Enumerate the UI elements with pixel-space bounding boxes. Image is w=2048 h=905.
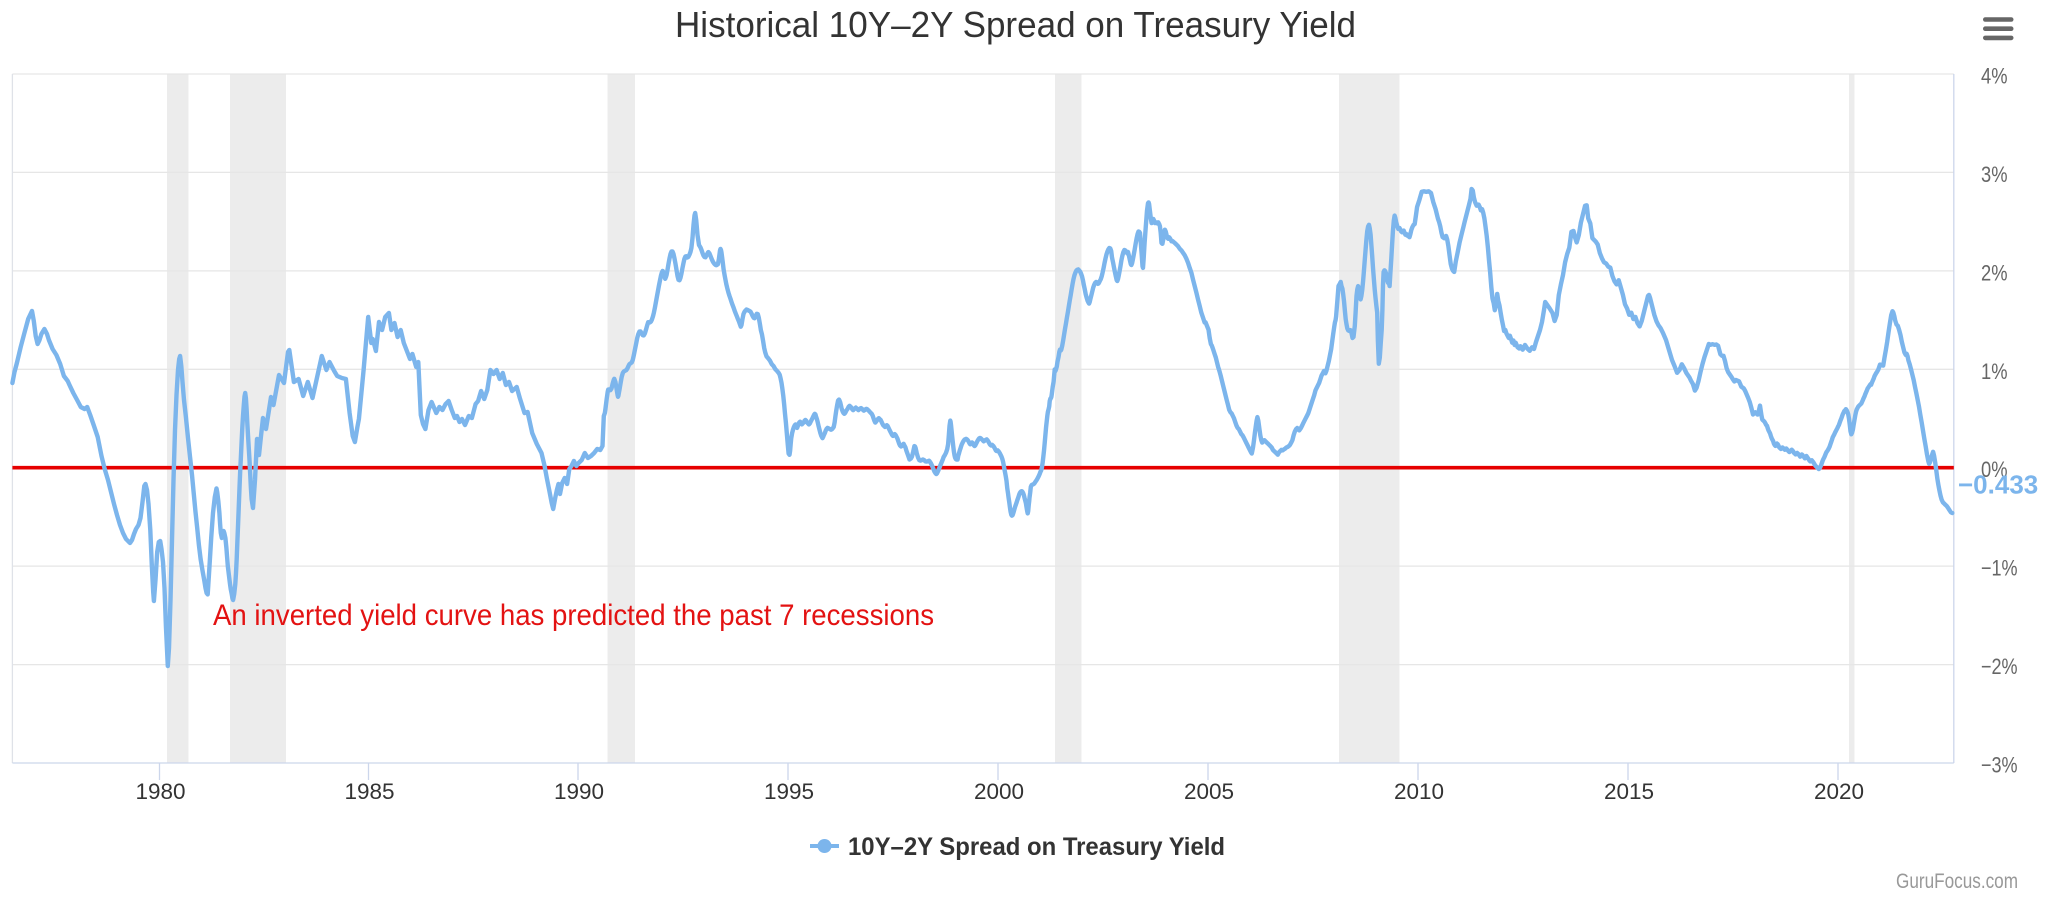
svg-text:−1%: −1% bbox=[1981, 556, 2018, 581]
svg-text:3%: 3% bbox=[1981, 162, 2008, 187]
svg-text:1980: 1980 bbox=[135, 779, 185, 804]
svg-text:1995: 1995 bbox=[764, 779, 814, 804]
svg-text:2005: 2005 bbox=[1184, 779, 1234, 804]
svg-text:−2%: −2% bbox=[1981, 654, 2018, 679]
svg-text:Historical 10Y–2Y Spread on Tr: Historical 10Y–2Y Spread on Treasury Yie… bbox=[675, 4, 1356, 45]
svg-text:1990: 1990 bbox=[554, 779, 604, 804]
svg-text:4%: 4% bbox=[1981, 64, 2008, 89]
svg-text:2%: 2% bbox=[1981, 260, 2008, 285]
svg-text:1985: 1985 bbox=[344, 779, 394, 804]
svg-text:−3%: −3% bbox=[1981, 753, 2018, 778]
svg-text:2015: 2015 bbox=[1604, 779, 1654, 804]
svg-text:An inverted yield curve has pr: An inverted yield curve has predicted th… bbox=[213, 599, 934, 632]
svg-text:2000: 2000 bbox=[974, 779, 1024, 804]
svg-text:GuruFocus.com: GuruFocus.com bbox=[1896, 870, 2018, 893]
svg-text:−0.433: −0.433 bbox=[1958, 470, 2038, 500]
svg-text:1%: 1% bbox=[1981, 359, 2008, 384]
svg-text:2010: 2010 bbox=[1394, 779, 1444, 804]
svg-text:0%: 0% bbox=[1981, 457, 2008, 482]
svg-text:10Y–2Y Spread on Treasury Yiel: 10Y–2Y Spread on Treasury Yield bbox=[848, 833, 1225, 861]
svg-text:2020: 2020 bbox=[1814, 779, 1864, 804]
